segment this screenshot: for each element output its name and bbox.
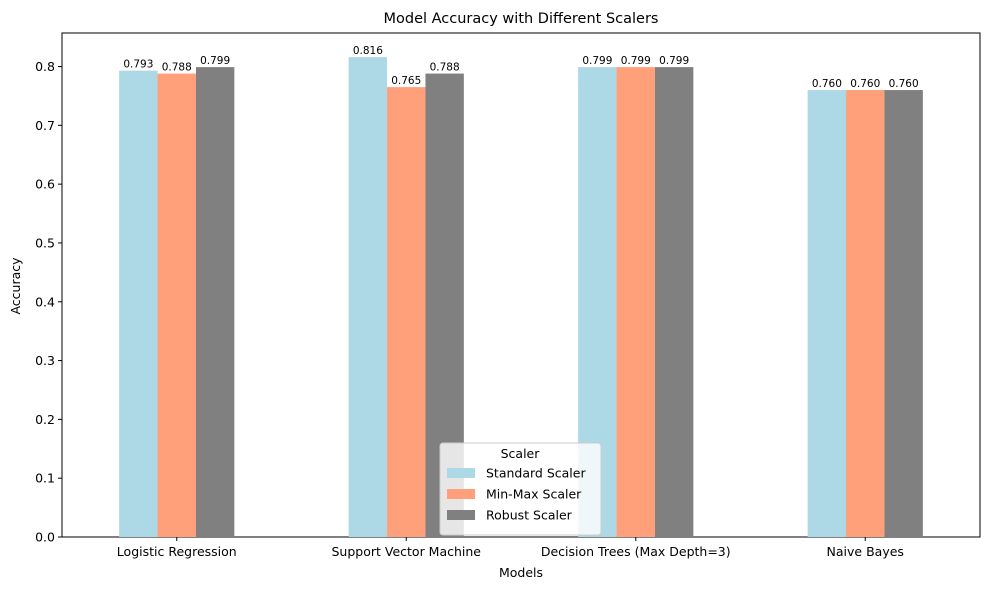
bar [616,67,655,538]
data-label: 0.816 [353,45,383,57]
x-tick-label: Decision Trees (Max Depth=3) [541,544,731,559]
x-axis-label: Models [499,565,543,580]
data-label: 0.799 [621,55,651,67]
data-label: 0.799 [659,55,689,67]
y-tick-label: 0.4 [35,294,55,309]
data-label: 0.765 [391,75,421,87]
x-axis: Logistic Regression Support Vector Machin… [117,537,904,559]
legend-entry: Robust Scaler [486,508,573,523]
legend-swatch [447,510,475,520]
bar [348,57,388,537]
plot-area [61,32,981,538]
bar [884,90,923,538]
x-tick-label: Logistic Regression [117,544,237,559]
data-label: 0.788 [162,62,192,74]
data-labels-group: 0.793 0.788 0.799 0.816 0.765 0.788 0.799 0.799… [123,45,918,90]
legend-swatch [447,468,475,478]
bar [387,87,426,538]
y-tick-label: 0.1 [35,471,55,486]
bar [119,70,158,537]
bar [807,90,847,538]
bar [195,67,235,538]
data-label: 0.799 [582,55,612,67]
plot-frame [61,32,981,538]
data-label: 0.760 [812,78,842,90]
chart-title: Model Accuracy with Different Scalers [383,11,658,27]
data-label: 0.760 [889,78,919,90]
y-axis-label: Accuracy [8,257,23,315]
y-tick-label: 0.8 [35,59,55,74]
bars-group [119,57,923,538]
bar [654,67,694,538]
y-axis: 0.0 0.1 0.2 0.3 0.4 0.5 0.6 0.7 0.8 [35,59,62,545]
x-tick-label: Support Vector Machine [331,544,481,559]
data-label: 0.788 [430,62,460,74]
y-tick-label: 0.0 [35,530,55,545]
legend-frame [439,442,602,536]
y-tick-label: 0.2 [35,412,55,427]
y-tick-label: 0.5 [35,235,55,250]
legend-entry: Min-Max Scaler [486,487,582,502]
legend-title: Scaler [501,446,541,461]
bar [846,90,885,538]
y-tick-label: 0.3 [35,353,55,368]
y-tick-label: 0.6 [35,177,55,192]
y-tick-label: 0.7 [35,118,55,133]
legend-entry: Standard Scaler [486,466,586,481]
x-tick-label: Naive Bayes [827,544,904,559]
legend-swatch [447,489,475,499]
data-label: 0.760 [850,78,880,90]
bar [157,73,196,537]
data-label: 0.793 [123,59,153,71]
data-label: 0.799 [200,55,230,67]
legend: Scaler Standard Scaler Min-Max Scaler Robu… [439,442,602,536]
